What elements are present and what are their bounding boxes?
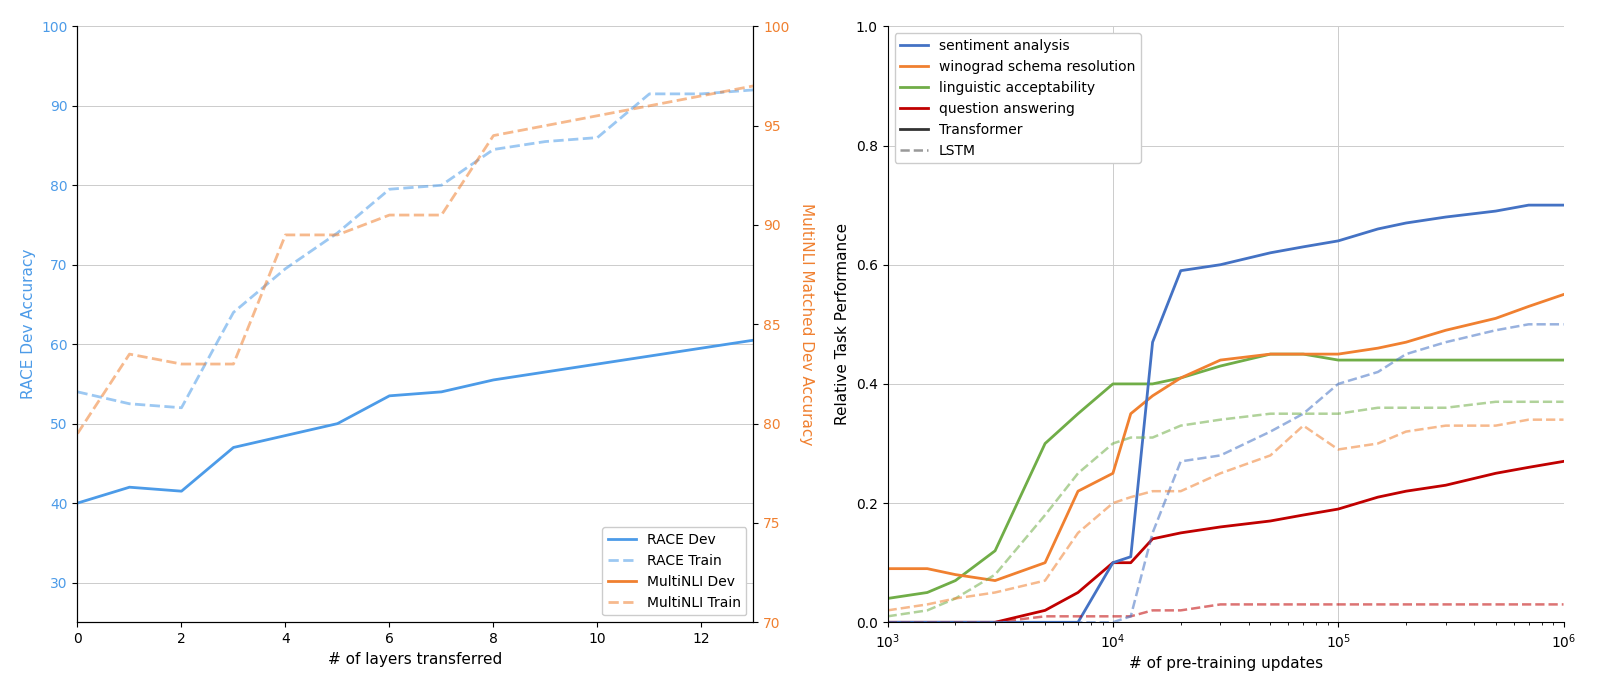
MultiNLI Train [120, 350, 139, 358]
RACE Dev [120, 483, 139, 491]
RACE Dev [431, 388, 450, 396]
Line: RACE Dev: RACE Dev [78, 340, 754, 503]
MultiNLI Train [640, 102, 660, 110]
MultiNLI Train [224, 360, 243, 368]
RACE Train [327, 229, 347, 237]
MultiNLI Train [484, 131, 503, 140]
RACE Dev [537, 368, 556, 376]
X-axis label: # of pre-training updates: # of pre-training updates [1129, 656, 1322, 671]
Line: MultiNLI Train: MultiNLI Train [78, 86, 754, 434]
RACE Dev [588, 360, 607, 368]
Y-axis label: MultiNLI Matched Dev Accuracy: MultiNLI Matched Dev Accuracy [800, 203, 814, 446]
RACE Dev [327, 419, 347, 428]
RACE Dev [224, 444, 243, 452]
RACE Train [588, 134, 607, 142]
MultiNLI Train [588, 111, 607, 120]
MultiNLI Train [327, 230, 347, 239]
RACE Train [744, 86, 763, 94]
RACE Train [484, 145, 503, 154]
MultiNLI Train [380, 211, 399, 219]
MultiNLI Train [69, 430, 88, 438]
RACE Dev [276, 431, 295, 439]
Line: RACE Train: RACE Train [78, 90, 754, 408]
RACE Train [120, 399, 139, 408]
MultiNLI Train [692, 92, 711, 100]
RACE Train [640, 90, 660, 98]
MultiNLI Train [744, 82, 763, 90]
X-axis label: # of layers transferred: # of layers transferred [329, 652, 503, 666]
RACE Dev [692, 344, 711, 352]
RACE Train [224, 308, 243, 316]
RACE Dev [380, 392, 399, 400]
RACE Train [69, 388, 88, 396]
MultiNLI Train [537, 122, 556, 130]
Legend: RACE Dev, RACE Train, MultiNLI Dev, MultiNLI Train: RACE Dev, RACE Train, MultiNLI Dev, Mult… [602, 527, 746, 615]
RACE Train [172, 403, 192, 412]
RACE Train [537, 138, 556, 146]
Legend: sentiment analysis, winograd schema resolution, linguistic acceptability, questi: sentiment analysis, winograd schema reso… [894, 33, 1140, 163]
RACE Dev [484, 376, 503, 384]
Y-axis label: Relative Task Performance: Relative Task Performance [835, 224, 850, 426]
RACE Dev [640, 352, 660, 361]
RACE Dev [69, 499, 88, 507]
MultiNLI Train [172, 360, 192, 368]
RACE Dev [744, 336, 763, 345]
MultiNLI Train [431, 211, 450, 219]
RACE Dev [172, 487, 192, 495]
RACE Train [276, 264, 295, 273]
RACE Train [380, 185, 399, 193]
Y-axis label: RACE Dev Accuracy: RACE Dev Accuracy [21, 249, 35, 399]
RACE Train [692, 90, 711, 98]
MultiNLI Train [276, 230, 295, 239]
RACE Train [431, 181, 450, 190]
